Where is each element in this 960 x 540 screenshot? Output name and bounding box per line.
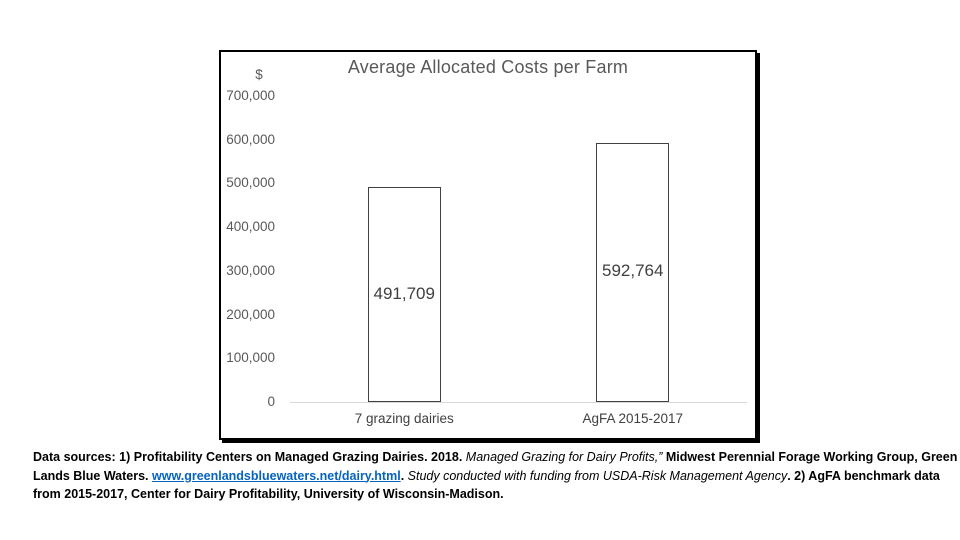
y-axis-unit-label: $ — [255, 67, 263, 82]
greenlandsbluewaters-link[interactable]: www.greenlandsbluewaters.net/dairy.html — [152, 468, 401, 483]
footnote-line: Data sources: 1) Profitability Centers o… — [33, 448, 957, 467]
footnote-line: Lands Blue Waters. www.greenlandsbluewat… — [33, 467, 953, 486]
y-tick-label: 400,000 — [226, 219, 275, 235]
bar-2 — [596, 142, 670, 402]
category-label: AgFA 2015-2017 — [582, 411, 684, 426]
bar-value-label: 592,764 — [602, 261, 664, 281]
bar-value-label: 491,709 — [373, 283, 435, 303]
y-tick-label: 0 — [267, 394, 275, 409]
y-tick-label: 600,000 — [226, 131, 275, 147]
footnote-text: Midwest Perennial Forage Working Group, … — [665, 450, 958, 464]
footnote-text: Lands Blue Waters. — [33, 468, 153, 483]
footnote-text: Managed Grazing for Dairy Profits,” — [465, 450, 666, 464]
footnote-text: . — [400, 468, 408, 483]
bar-1 — [367, 187, 441, 402]
footnote-line: from 2015-2017, Center for Dairy Profita… — [33, 485, 953, 504]
footnote-text: Data sources: 1) Profitability Centers o… — [33, 450, 466, 464]
category-label: 7 grazing dairies — [354, 411, 454, 426]
footnote-text: Study conducted with funding from USDA-R… — [407, 468, 788, 483]
x-axis-line — [290, 402, 747, 403]
bar-chart: Average Allocated Costs per Farm $ 700,0… — [219, 50, 757, 440]
footnote-text: from 2015-2017, Center for Dairy Profita… — [33, 487, 504, 501]
chart-title: Average Allocated Costs per Farm — [347, 57, 629, 77]
y-tick-label: 200,000 — [226, 306, 275, 322]
y-tick-label: 500,000 — [226, 175, 275, 191]
y-tick-label: 100,000 — [226, 350, 275, 366]
y-tick-label: 700,000 — [226, 88, 275, 103]
data-sources-note: Data sources: 1) Profitability Centers o… — [33, 448, 957, 504]
y-tick-label: 300,000 — [226, 262, 275, 278]
footnote-text: . 2) AgFA benchmark data — [787, 468, 940, 483]
